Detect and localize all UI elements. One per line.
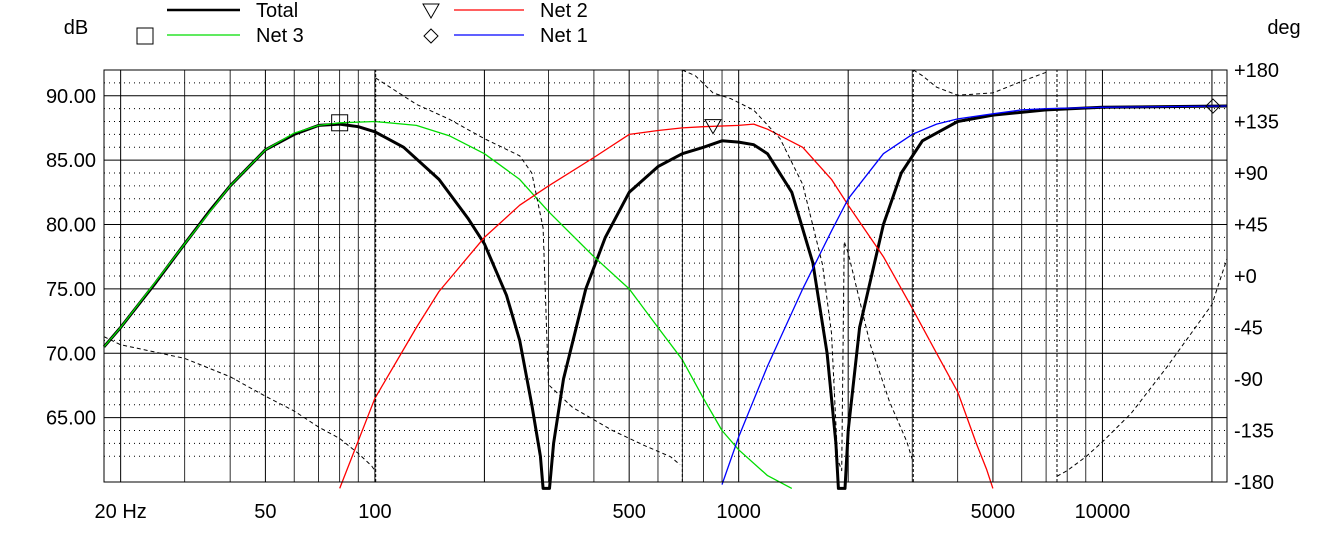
legend-label: Total bbox=[256, 0, 298, 22]
y-left-tick-label: 65.00 bbox=[46, 408, 96, 430]
legend-label: Net 3 bbox=[256, 25, 304, 47]
grid bbox=[104, 70, 1227, 482]
x-tick-label: 10000 bbox=[1075, 501, 1131, 523]
y-right-tick-label: +135 bbox=[1234, 112, 1279, 134]
x-tick-label: 500 bbox=[612, 501, 645, 523]
series-line-net-3 bbox=[103, 120, 793, 489]
y-right-axis-title: deg bbox=[1267, 17, 1300, 39]
x-tick-label: 20 Hz bbox=[95, 501, 147, 523]
diamond-marker bbox=[1205, 98, 1221, 114]
legend-label: Net 1 bbox=[540, 25, 588, 47]
y-right-tick-label: -135 bbox=[1234, 421, 1274, 443]
x-tick-label: 5000 bbox=[971, 501, 1016, 523]
x-tick-label: 50 bbox=[254, 501, 276, 523]
y-left-axis-title: dB bbox=[64, 17, 88, 39]
x-tick-label: 100 bbox=[358, 501, 391, 523]
phase-series-line bbox=[103, 69, 1228, 477]
legend-triangle-down-marker bbox=[422, 3, 440, 20]
x-tick-label: 1000 bbox=[716, 501, 761, 523]
legend-square-marker bbox=[136, 27, 154, 45]
triangle-down-marker bbox=[704, 119, 722, 135]
legend: Total Net 3 Net 2 Net 1 bbox=[136, 0, 588, 47]
y-right-tick-label: +180 bbox=[1234, 60, 1279, 82]
series-line-net-2 bbox=[339, 123, 994, 489]
y-right-tick-label: +45 bbox=[1234, 215, 1268, 237]
plot-frame bbox=[103, 69, 1228, 483]
y-left-tick-label: 85.00 bbox=[46, 150, 96, 172]
y-left-tick-label: 70.00 bbox=[46, 343, 96, 365]
curves bbox=[102, 69, 1228, 490]
axis-labels: 90.00 85.00 80.00 75.00 70.00 65.00 +180 +135 +9… bbox=[46, 17, 1301, 523]
legend-label: Net 2 bbox=[540, 0, 588, 22]
y-right-tick-label: -45 bbox=[1234, 318, 1263, 340]
y-right-tick-label: -180 bbox=[1234, 472, 1274, 494]
y-right-tick-label: -90 bbox=[1234, 369, 1263, 391]
y-left-tick-label: 75.00 bbox=[46, 279, 96, 301]
y-left-tick-label: 90.00 bbox=[46, 86, 96, 108]
y-left-tick-label: 80.00 bbox=[46, 215, 96, 237]
y-right-tick-label: +90 bbox=[1234, 163, 1268, 185]
y-right-tick-label: +0 bbox=[1234, 266, 1257, 288]
square-marker bbox=[331, 114, 349, 132]
legend-diamond-marker bbox=[423, 28, 439, 44]
series-line-net-1 bbox=[721, 105, 1228, 485]
